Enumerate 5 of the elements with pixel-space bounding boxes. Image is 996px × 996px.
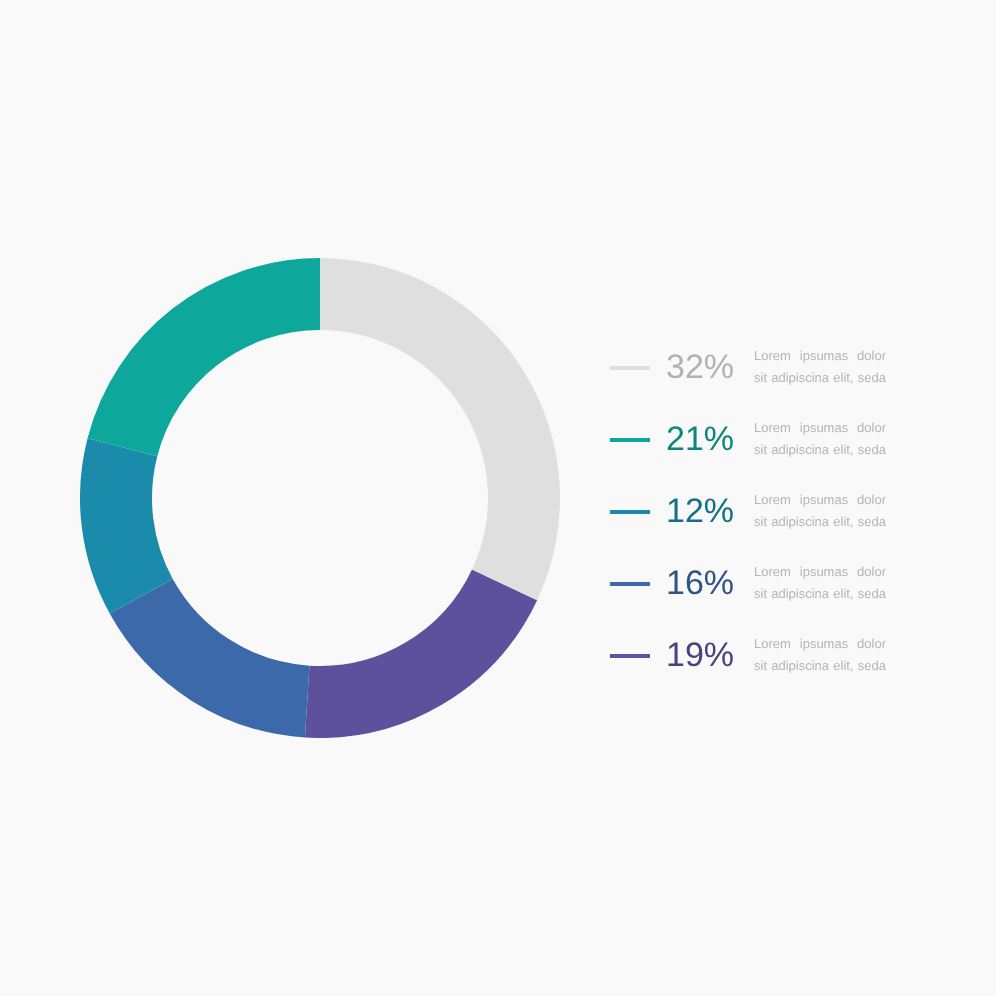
legend-label: 12% [666,492,737,532]
legend-label: 32% [666,348,737,388]
legend-label: 19% [666,636,737,676]
legend-label: 16% [666,564,737,604]
legend-label: 21% [666,420,737,460]
